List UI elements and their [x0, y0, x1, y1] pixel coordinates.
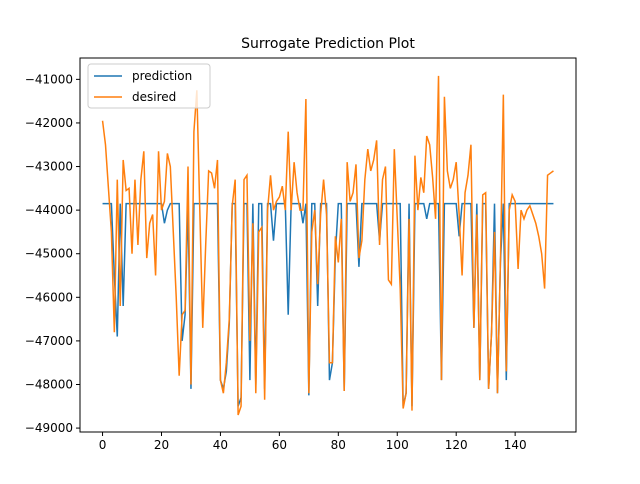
x-tick-label: 140 [504, 438, 527, 452]
y-tick-label: −46000 [25, 290, 73, 304]
x-tick-label: 60 [272, 438, 287, 452]
x-tick-label: 20 [154, 438, 169, 452]
y-tick-label: −43000 [25, 160, 73, 174]
y-tick-label: −45000 [25, 247, 73, 261]
legend-label: prediction [132, 69, 192, 83]
axes-frame [79, 57, 577, 433]
x-tick-label: 120 [445, 438, 468, 452]
line-series [101, 75, 554, 416]
y-tick-label: −49000 [25, 421, 73, 435]
y-tick-label: −48000 [25, 377, 73, 391]
x-tick-label: 0 [99, 438, 107, 452]
x-tick-label: 100 [386, 438, 409, 452]
x-tick-label: 40 [213, 438, 228, 452]
chart-title: Surrogate Prediction Plot [241, 36, 415, 52]
legend-label: desired [132, 90, 176, 104]
y-tick-label: −44000 [25, 203, 73, 217]
y-tick-label: −41000 [25, 72, 73, 86]
x-tick-label: 80 [331, 438, 346, 452]
y-tick-label: −47000 [25, 334, 73, 348]
y-tick-label: −42000 [25, 116, 73, 130]
